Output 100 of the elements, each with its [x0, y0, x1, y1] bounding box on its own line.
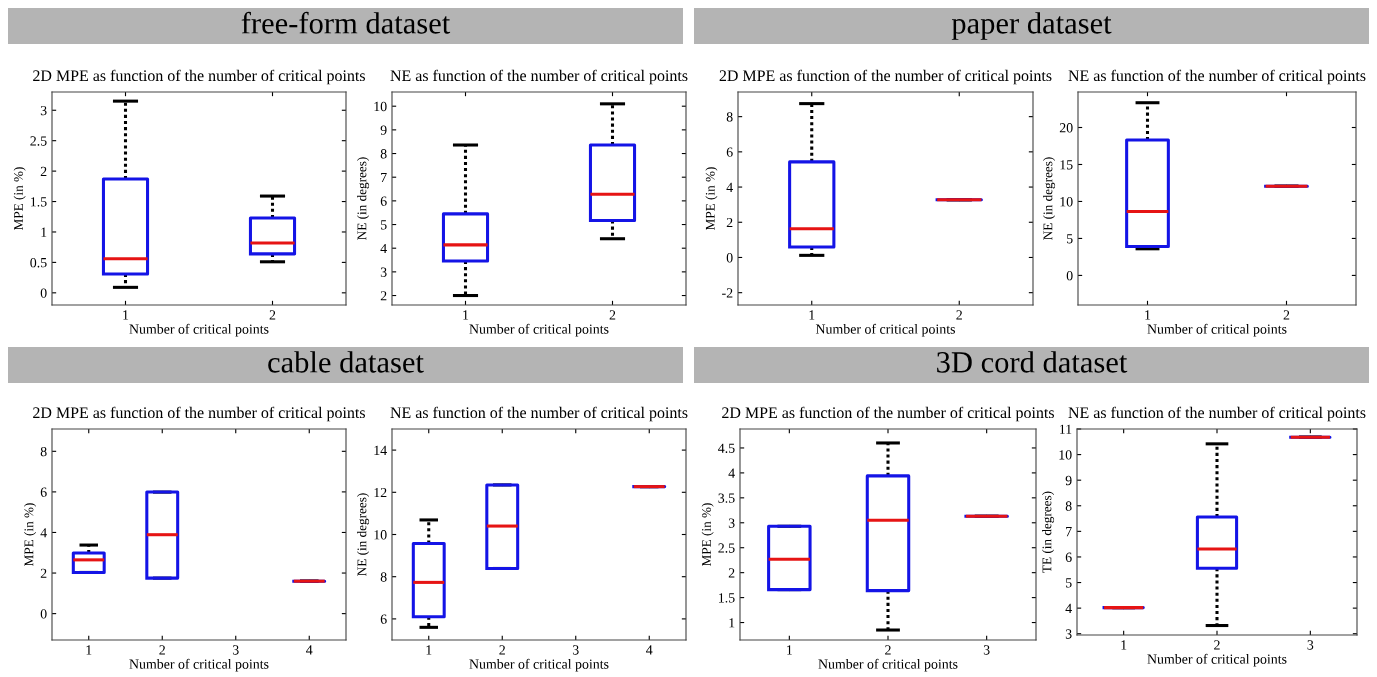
chart-title: NE as function of the number of critical points	[390, 406, 688, 422]
y-tick-label: 12	[374, 487, 387, 498]
y-axis-title: MPE (in %)	[705, 167, 718, 230]
x-tick-label: 1	[86, 645, 92, 655]
x-tick-label: 3	[232, 645, 239, 655]
x-tick-label: 2	[885, 645, 891, 655]
y-tick-label: 10	[1059, 450, 1072, 460]
y-tick-label: 2	[380, 291, 387, 301]
x-tick-label: 1	[809, 310, 815, 320]
y-tick-label: 5	[381, 220, 387, 230]
x-axis-title: Number of critical points	[469, 658, 609, 672]
y-tick-label: 6	[1065, 552, 1072, 562]
y-tick-label: 6	[40, 487, 47, 497]
x-tick-label: 1	[463, 310, 469, 320]
x-tick-label: 1	[1121, 640, 1127, 650]
y-tick-label: 4	[1065, 603, 1072, 613]
y-tick-label: 8	[40, 446, 47, 457]
y-tick-label: 4	[728, 468, 735, 478]
x-tick-label: 2	[956, 310, 962, 320]
x-tick-label: 2	[609, 310, 616, 320]
y-tick-label: 4	[380, 243, 387, 254]
y-tick-label: 5	[1067, 234, 1073, 244]
y-tick-label: 1	[729, 618, 735, 628]
y-tick-label: 0	[40, 609, 47, 619]
x-tick-label: 1	[787, 645, 792, 655]
x-tick-label: 2	[1283, 310, 1290, 320]
y-axis-title: MPE (in %)	[13, 167, 26, 230]
x-tick-label: 2	[159, 645, 165, 655]
y-tick-label: 9	[1065, 475, 1072, 486]
y-tick-label: 5	[1066, 578, 1072, 588]
y-tick-label: 0.5	[30, 257, 47, 268]
y-tick-label: 2	[40, 568, 47, 578]
y-tick-label: 2	[728, 568, 735, 578]
y-tick-label: 14	[374, 445, 387, 455]
y-tick-label: 20	[1059, 123, 1073, 133]
y-tick-label: 9	[380, 125, 387, 135]
y-tick-label: 3.5	[718, 493, 735, 503]
y-tick-label: 8	[380, 149, 387, 159]
y-tick-label: 11	[1059, 424, 1072, 434]
y-tick-label: 3	[728, 518, 735, 528]
y-tick-label: 15	[1060, 160, 1073, 170]
y-tick-label: 2.5	[30, 136, 47, 146]
y-axis-title: NE (in degrees)	[357, 157, 370, 240]
y-tick-label: 1.5	[31, 197, 47, 207]
x-tick-label: 1	[123, 310, 129, 320]
x-tick-label: 2	[1214, 640, 1220, 650]
y-tick-label: 2	[726, 217, 733, 228]
y-tick-label: 3	[40, 105, 47, 116]
y-tick-label: 10	[374, 101, 387, 112]
y-tick-label: 3	[1065, 629, 1072, 639]
y-axis-title: MPE (in %)	[24, 503, 37, 566]
text: free-form dataset	[241, 11, 451, 34]
y-tick-label: 0	[1066, 271, 1073, 281]
y-tick-label: 3	[380, 267, 387, 277]
y-tick-label: 4	[40, 528, 47, 538]
y-tick-label: 6	[380, 614, 387, 624]
x-tick-label: 3	[572, 645, 579, 655]
chart-title: 2D MPE as function of the number of critical points	[719, 69, 1052, 85]
chart-title: 2D MPE as function of the number of critical points	[33, 69, 365, 85]
y-tick-label: 0	[40, 288, 47, 298]
chart-title: NE as function of the number of critical points	[390, 69, 688, 85]
x-tick-label: 4	[646, 645, 653, 655]
chart-title: 2D MPE as function of the number of critical points	[33, 406, 365, 422]
text: cable dataset	[268, 351, 424, 373]
y-tick-label: 4	[726, 182, 733, 192]
y-tick-label: 1	[41, 227, 47, 237]
y-tick-label: 6	[380, 196, 387, 206]
y-tick-label: 10	[374, 530, 387, 540]
y-tick-label: 2	[40, 166, 47, 176]
chart-title: NE as function of the number of critical points	[1068, 406, 1366, 422]
x-tick-label: 4	[306, 645, 313, 655]
y-tick-label: 4.5	[718, 443, 735, 453]
x-axis-title: Number of critical points	[815, 323, 955, 337]
y-tick-label: 10	[1060, 197, 1073, 207]
y-tick-label: 1.5	[719, 593, 735, 603]
x-axis-title: Number of critical points	[1147, 323, 1287, 337]
y-tick-label: 8	[380, 572, 387, 582]
x-tick-label: 1	[426, 645, 432, 655]
y-tick-label: 8	[726, 112, 733, 122]
y-tick-label: 7	[1066, 527, 1072, 537]
x-tick-label: 3	[983, 645, 990, 655]
y-axis-title: MPE (in %)	[701, 503, 714, 566]
text: 3D cord dataset	[937, 351, 1128, 373]
x-axis-title: Number of critical points	[469, 323, 609, 337]
x-axis-title: Number of critical points	[129, 658, 269, 672]
y-tick-label: 8	[1065, 501, 1072, 511]
x-axis-title: Number of critical points	[129, 323, 269, 337]
y-tick-label: -2	[722, 288, 733, 298]
x-tick-label: 2	[499, 645, 505, 655]
y-tick-label: 0	[726, 253, 733, 263]
chart-title: 2D MPE as function of the number of critical points	[722, 406, 1054, 422]
y-axis-title: NE (in degrees)	[1043, 157, 1056, 240]
x-tick-label: 2	[269, 310, 276, 320]
chart-title: NE as function of the number of critical points	[1068, 69, 1366, 85]
y-axis-title: NE (in degrees)	[357, 493, 370, 576]
text: paper dataset	[951, 12, 1112, 40]
x-axis-title: Number of critical points	[1147, 653, 1287, 667]
x-axis-title: Number of critical points	[818, 658, 958, 672]
y-tick-label: 2.5	[718, 543, 735, 553]
x-tick-label: 3	[1307, 640, 1314, 650]
